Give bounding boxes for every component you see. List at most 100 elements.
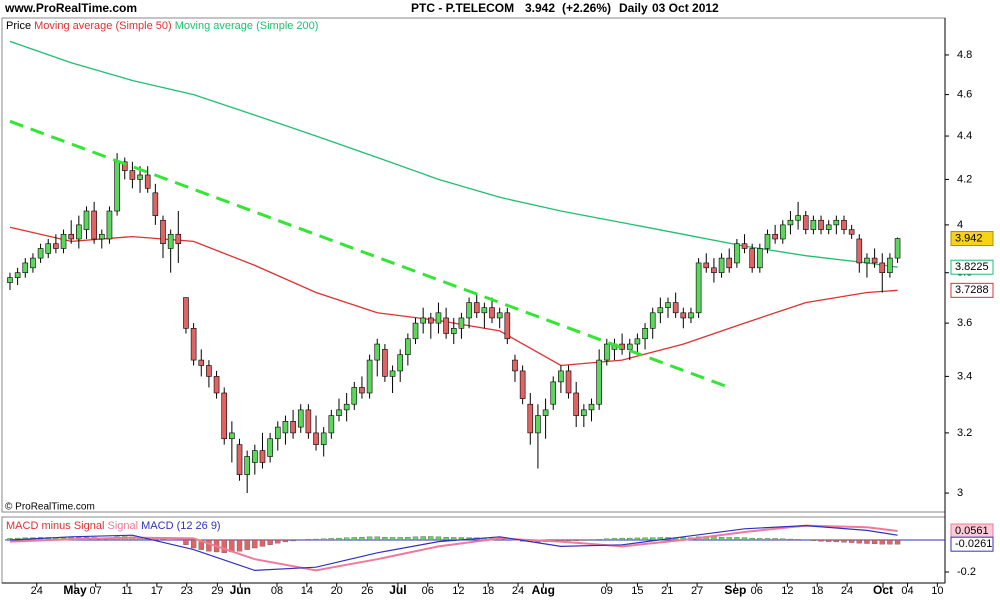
x-tick-label: 11 — [121, 585, 132, 597]
candle-body — [825, 224, 832, 230]
candle-body — [305, 409, 312, 434]
candle-body — [328, 415, 335, 434]
x-tick-label: 12 — [781, 585, 793, 597]
histogram-bar — [611, 538, 618, 541]
histogram-bar — [849, 539, 855, 543]
candle-body — [252, 450, 258, 463]
legend-histogram: MACD minus Signal — [6, 520, 104, 532]
candle-body — [711, 267, 717, 274]
candle-body — [183, 297, 189, 329]
signal-value-label: 0.0561 — [955, 525, 989, 537]
candle-body — [496, 312, 503, 319]
y-tick-label: 4 — [957, 219, 963, 231]
symbol: PTC - P.TELECOM — [411, 1, 514, 15]
candle-body — [443, 317, 449, 334]
histogram-bar — [894, 539, 901, 545]
candle-body — [787, 219, 794, 226]
candle-body — [83, 210, 90, 230]
ma-value-label-box — [950, 259, 994, 275]
histogram-bar — [275, 539, 281, 544]
x-tick-label: 24 — [512, 585, 524, 597]
candle-body — [649, 312, 656, 329]
legend-price: Price — [6, 20, 31, 32]
candle-body — [871, 257, 878, 264]
histogram-bar — [236, 539, 243, 552]
candle-body — [634, 338, 641, 345]
histogram-bar — [795, 539, 801, 541]
candle-body — [642, 328, 648, 340]
candle-body — [481, 307, 488, 314]
histogram-bar — [634, 537, 641, 541]
last-price: 3.942 — [525, 1, 555, 15]
x-tick-label: 26 — [361, 585, 373, 597]
histogram-bar — [650, 537, 656, 541]
candle-body — [894, 238, 901, 259]
y-tick-label: 3.6 — [957, 317, 972, 329]
candle-body — [420, 317, 426, 324]
histogram-bar — [757, 538, 763, 541]
y-tick-label: 4.2 — [957, 173, 972, 185]
period: Daily — [619, 1, 648, 15]
x-tick-label: 12 — [452, 585, 464, 597]
price-legend: Price Moving average (Simple 50) Moving … — [6, 20, 318, 32]
x-tick-label: 18 — [482, 585, 494, 597]
histogram-bar — [183, 539, 189, 545]
candle-body — [160, 219, 166, 245]
histogram-bar — [343, 537, 350, 541]
candle-body — [879, 262, 886, 274]
candle-body — [382, 349, 388, 377]
candle-body — [190, 328, 197, 361]
candle-body — [695, 262, 702, 314]
x-tick-label: 08 — [271, 585, 283, 597]
candle-body — [757, 248, 763, 269]
legend-signal: Signal — [107, 520, 138, 532]
candle-body — [297, 409, 304, 428]
change: (+2.26%) — [562, 1, 611, 15]
candle-body — [221, 392, 228, 440]
candle-body — [359, 387, 365, 394]
candle-body — [68, 233, 74, 240]
candle-body — [772, 233, 778, 240]
histogram-bar — [366, 536, 373, 541]
month-label: Oct — [873, 583, 893, 597]
candle-body — [30, 257, 36, 269]
candle-body — [450, 328, 457, 334]
histogram-value-label-box — [950, 536, 994, 552]
y-tick-label: 3.2 — [957, 427, 972, 439]
histogram-bar — [252, 539, 258, 549]
candle-body — [167, 233, 174, 249]
x-tick-label: 09 — [601, 585, 613, 597]
candle-body — [550, 381, 557, 405]
candle-body — [14, 272, 21, 278]
candle-body — [389, 370, 396, 377]
candle-body — [466, 302, 472, 319]
candle-body — [37, 248, 44, 259]
date: 03 Oct 2012 — [652, 1, 719, 15]
candle-body — [213, 376, 220, 394]
histogram-bar — [397, 537, 403, 541]
candle-body — [412, 322, 419, 340]
histogram-bar — [619, 537, 625, 541]
candle-body — [672, 302, 679, 314]
histogram-bar — [604, 538, 610, 541]
x-tick-label: 24 — [31, 585, 43, 597]
histogram-bar — [596, 539, 602, 541]
candle-body — [734, 243, 740, 264]
candle-body — [282, 421, 289, 434]
histogram-bar — [435, 536, 442, 541]
candle-body — [351, 387, 358, 405]
histogram-bar — [160, 538, 166, 541]
histogram-bar — [810, 539, 817, 541]
histogram-bar — [443, 536, 449, 541]
histogram-bar — [359, 536, 365, 541]
candle-body — [259, 450, 266, 463]
macd-line — [9, 524, 898, 572]
candle-body — [864, 257, 870, 264]
histogram-bar — [290, 539, 296, 542]
candle-body — [206, 365, 212, 377]
candle-body — [741, 243, 748, 249]
candle-body — [106, 210, 113, 240]
x-tick-label: 06 — [751, 585, 763, 597]
candle-body — [405, 338, 411, 356]
